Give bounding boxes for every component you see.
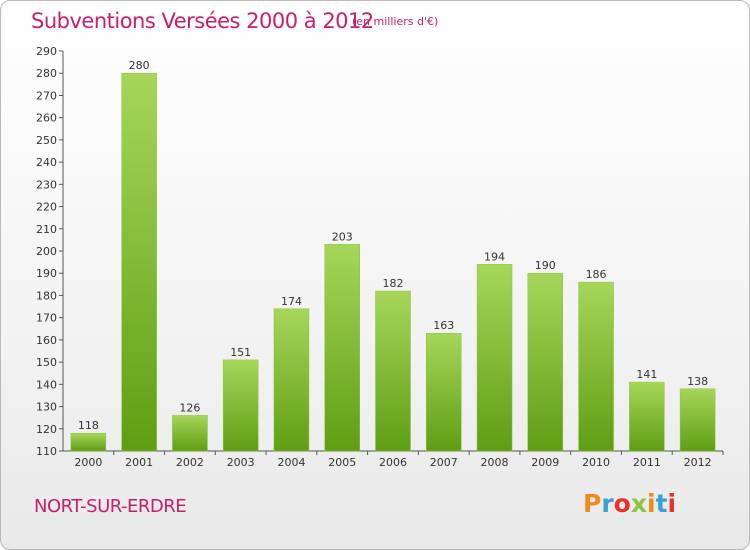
- y-tick-label: 190: [36, 267, 57, 280]
- logo-letter: t: [655, 489, 668, 518]
- y-tick-label: 180: [36, 289, 57, 302]
- chart-axes: 110 120 130 140 150 160 170 180 190 200 210 220 230 2…: [36, 45, 724, 469]
- x-tick-label-2006: 2006: [379, 456, 407, 469]
- value-label-2003: 151: [230, 346, 251, 359]
- bar-2000: [70, 432, 107, 452]
- value-label-2007: 163: [433, 319, 454, 332]
- logo-letter: i: [667, 489, 677, 518]
- y-tick-label: 220: [36, 201, 57, 214]
- value-label-2002: 126: [179, 401, 200, 414]
- y-tick-label: 170: [36, 312, 57, 325]
- value-label-2000: 118: [78, 419, 99, 432]
- bar-2008: [476, 264, 513, 452]
- value-label-2009: 190: [535, 259, 556, 272]
- y-tick-label: 140: [36, 378, 57, 391]
- y-tick-label: 260: [36, 112, 57, 125]
- x-tick-label-2005: 2005: [328, 456, 356, 469]
- bar-2006: [375, 290, 411, 452]
- value-label-2011: 141: [636, 368, 657, 381]
- x-tick-label-2002: 2002: [176, 456, 204, 469]
- bar-2010: [578, 281, 614, 452]
- bar-2012: [679, 388, 716, 452]
- bar-2004: [273, 308, 310, 452]
- x-tick-label-2008: 2008: [481, 456, 509, 469]
- bar-2011: [629, 381, 665, 452]
- commune-name: NORT-SUR-ERDRE: [34, 496, 187, 517]
- x-tick-label-2009: 2009: [531, 456, 559, 469]
- value-label-2010: 186: [586, 268, 607, 281]
- y-tick-label: 120: [36, 423, 57, 436]
- value-label-2008: 194: [484, 250, 505, 263]
- x-tick-label-2003: 2003: [227, 456, 255, 469]
- value-label-2004: 174: [281, 295, 302, 308]
- y-tick-label: 160: [36, 334, 57, 347]
- bar-2005: [324, 244, 360, 452]
- y-tick-label: 110: [36, 445, 57, 458]
- y-tick-label: 250: [36, 134, 57, 147]
- value-label-2005: 203: [332, 230, 353, 243]
- chart-unit-note: (en milliers d'€): [352, 15, 439, 28]
- logo-letter: o: [613, 489, 631, 518]
- bar-2001: [121, 72, 157, 452]
- logo-letter: r: [601, 489, 614, 518]
- x-tick-label-2000: 2000: [74, 456, 102, 469]
- bar-2007: [426, 332, 462, 452]
- y-tick-label: 210: [36, 223, 57, 236]
- bar-series: [70, 72, 716, 452]
- x-tick-label-2004: 2004: [277, 456, 305, 469]
- proxiti-logo[interactable]: Proxiti: [583, 489, 676, 518]
- logo-letter: x: [630, 489, 647, 518]
- data-labels: 118 280 126 151 174 203 182 163 194 190 186 141 138: [78, 59, 708, 432]
- x-tick-label-2007: 2007: [430, 456, 458, 469]
- y-tick-label: 290: [36, 45, 57, 58]
- x-tick-label-2010: 2010: [582, 456, 610, 469]
- bar-2003: [222, 359, 259, 452]
- logo-letter: i: [647, 489, 656, 518]
- y-tick-label: 230: [36, 178, 57, 191]
- y-tick-label: 270: [36, 89, 57, 102]
- bar-2002: [172, 415, 208, 452]
- y-tick-label: 150: [36, 356, 57, 369]
- value-label-2012: 138: [687, 375, 708, 388]
- bar-2009: [527, 272, 564, 452]
- y-tick-label: 280: [36, 67, 57, 80]
- value-label-2006: 182: [383, 277, 404, 290]
- x-tick-label-2012: 2012: [684, 456, 712, 469]
- value-label-2001: 280: [129, 59, 150, 72]
- chart-title: Subventions Versées 2000 à 2012: [31, 9, 374, 33]
- y-tick-label: 200: [36, 245, 57, 258]
- y-tick-label: 130: [36, 401, 57, 414]
- logo-letter: P: [583, 489, 602, 518]
- y-tick-label: 240: [36, 156, 57, 169]
- x-tick-label-2011: 2011: [633, 456, 661, 469]
- x-tick-label-2001: 2001: [125, 456, 153, 469]
